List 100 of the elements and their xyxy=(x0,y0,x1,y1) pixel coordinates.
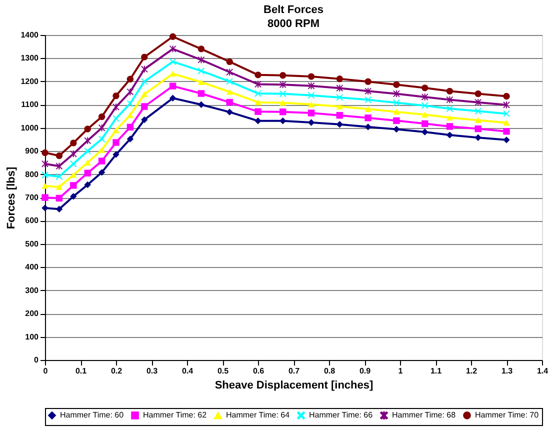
point xyxy=(98,113,106,120)
point xyxy=(503,128,510,135)
point xyxy=(421,102,428,109)
point xyxy=(141,116,148,124)
point xyxy=(474,125,482,132)
point xyxy=(112,92,120,100)
point xyxy=(56,184,63,190)
point xyxy=(98,158,106,164)
point xyxy=(336,104,344,110)
point xyxy=(198,90,205,97)
point xyxy=(84,160,91,166)
point xyxy=(42,194,48,201)
point xyxy=(336,76,344,82)
point xyxy=(141,54,148,60)
point xyxy=(70,192,77,200)
point xyxy=(279,108,286,116)
point xyxy=(364,114,372,122)
legend-label: Hammer Time: 62 xyxy=(143,410,208,420)
point xyxy=(141,91,148,98)
x-tick-label: 1.3 xyxy=(501,366,514,376)
y-tick-label: 1100 xyxy=(21,100,40,110)
point xyxy=(364,124,372,130)
y-tick-label: 800 xyxy=(25,170,40,179)
y-axis-title: Forces [lbs] xyxy=(6,166,18,230)
point xyxy=(84,181,91,188)
y-tick-label: 1000 xyxy=(20,123,40,132)
point xyxy=(84,148,91,154)
point xyxy=(56,152,63,160)
x-tick-label: 0.1 xyxy=(75,366,88,376)
point xyxy=(279,72,286,79)
point xyxy=(126,112,134,118)
point xyxy=(474,134,482,141)
point xyxy=(279,118,286,124)
point xyxy=(84,170,91,176)
point xyxy=(474,108,482,114)
y-tick-label: 400 xyxy=(25,262,40,272)
chart-title: Belt Forces xyxy=(264,4,324,16)
point xyxy=(393,81,400,88)
point xyxy=(336,121,344,128)
point xyxy=(42,172,48,178)
point xyxy=(169,33,176,40)
x-tick-label: 1.2 xyxy=(466,366,478,376)
point xyxy=(254,90,262,97)
point xyxy=(84,126,91,132)
x-tick-label: 0 xyxy=(43,366,48,376)
point xyxy=(141,78,148,85)
point xyxy=(169,58,176,66)
point xyxy=(56,162,63,170)
point xyxy=(364,78,372,86)
point xyxy=(336,94,344,101)
point xyxy=(226,58,233,66)
y-tick-label: 300 xyxy=(25,286,40,295)
y-tick-label: 200 xyxy=(25,309,40,318)
point xyxy=(393,99,400,106)
point xyxy=(254,72,262,78)
point xyxy=(474,117,482,124)
point xyxy=(503,136,510,144)
legend-label: Hammer Time: 60 xyxy=(60,410,124,420)
point xyxy=(126,136,134,142)
y-tick-label: 900 xyxy=(25,146,40,156)
point xyxy=(364,106,372,112)
x-tick-label: 1.4 xyxy=(536,366,549,376)
legend-label: Hammer Time: 66 xyxy=(309,410,374,420)
point xyxy=(308,110,315,116)
y-tick-label: 0 xyxy=(34,356,40,364)
point xyxy=(393,126,400,133)
point xyxy=(112,151,120,158)
point xyxy=(198,79,205,86)
point xyxy=(112,139,120,146)
point xyxy=(70,182,77,189)
point xyxy=(393,117,400,124)
x-tick-label: 0.7 xyxy=(288,366,300,376)
x-tick-label: 0.9 xyxy=(359,366,372,376)
point xyxy=(421,84,428,92)
point xyxy=(226,108,233,116)
point xyxy=(126,76,134,82)
point xyxy=(421,112,428,118)
point xyxy=(112,115,120,122)
point xyxy=(226,88,233,95)
point xyxy=(70,172,77,178)
point xyxy=(169,82,176,90)
point xyxy=(446,123,454,130)
point xyxy=(308,92,315,99)
point xyxy=(474,90,482,98)
point xyxy=(70,140,77,146)
point xyxy=(503,120,510,126)
point xyxy=(141,103,148,110)
chart-subtitle: 8000 RPM xyxy=(268,18,320,30)
y-tick-label: 600 xyxy=(25,216,40,226)
point xyxy=(308,119,315,126)
point xyxy=(279,90,286,98)
y-tick-label: 1200 xyxy=(20,76,40,86)
point xyxy=(308,82,315,90)
point xyxy=(226,98,233,106)
point xyxy=(112,127,120,134)
point xyxy=(446,132,454,138)
point xyxy=(446,96,454,104)
point xyxy=(254,108,262,115)
x-tick-label: 0.8 xyxy=(324,366,336,376)
y-tick-label: 1300 xyxy=(20,54,40,63)
